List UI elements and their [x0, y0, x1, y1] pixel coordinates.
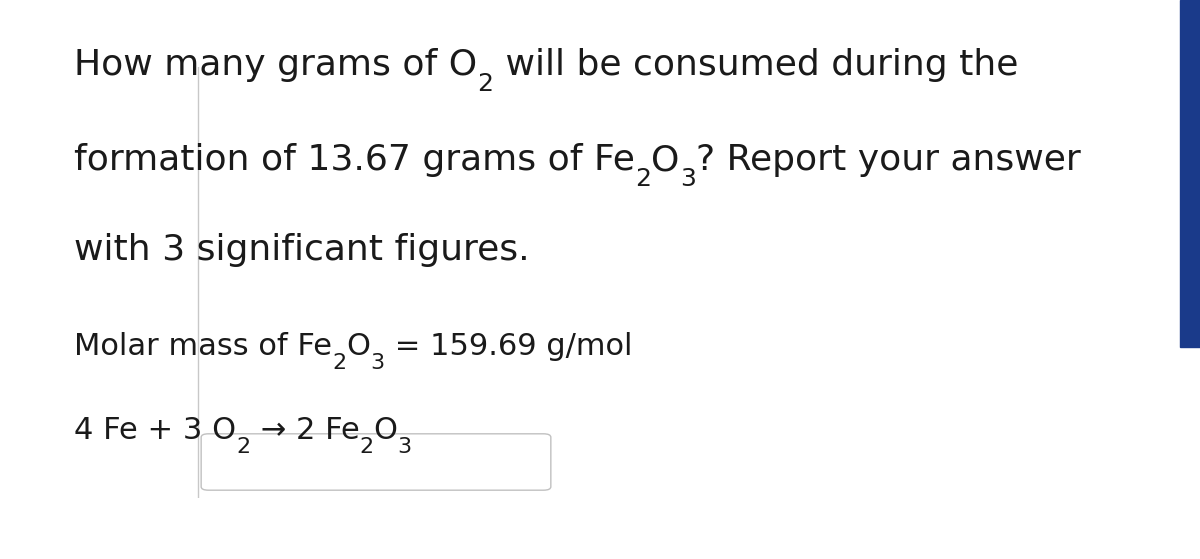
- Text: 4 Fe + 3 O: 4 Fe + 3 O: [74, 416, 236, 445]
- Text: O: O: [373, 416, 397, 445]
- Text: will be consumed during the: will be consumed during the: [493, 49, 1018, 83]
- Text: O: O: [347, 332, 371, 361]
- Text: 2: 2: [236, 437, 251, 457]
- Text: with 3 significant figures.: with 3 significant figures.: [74, 233, 530, 267]
- Text: 3: 3: [397, 437, 412, 457]
- Text: 3: 3: [371, 353, 385, 373]
- Text: 3: 3: [679, 167, 696, 191]
- Text: O: O: [652, 144, 679, 178]
- Text: How many grams of O: How many grams of O: [74, 49, 478, 83]
- Text: formation of 13.67 grams of Fe: formation of 13.67 grams of Fe: [74, 144, 635, 178]
- Text: ? Report your answer: ? Report your answer: [696, 144, 1080, 178]
- FancyBboxPatch shape: [202, 434, 551, 490]
- Text: 2: 2: [635, 167, 652, 191]
- Text: 2: 2: [332, 353, 347, 373]
- Text: = 159.69 g/mol: = 159.69 g/mol: [385, 332, 632, 361]
- Text: → 2 Fe: → 2 Fe: [251, 416, 360, 445]
- Text: 2: 2: [478, 72, 493, 96]
- Text: 2: 2: [360, 437, 373, 457]
- Text: Molar mass of Fe: Molar mass of Fe: [74, 332, 332, 361]
